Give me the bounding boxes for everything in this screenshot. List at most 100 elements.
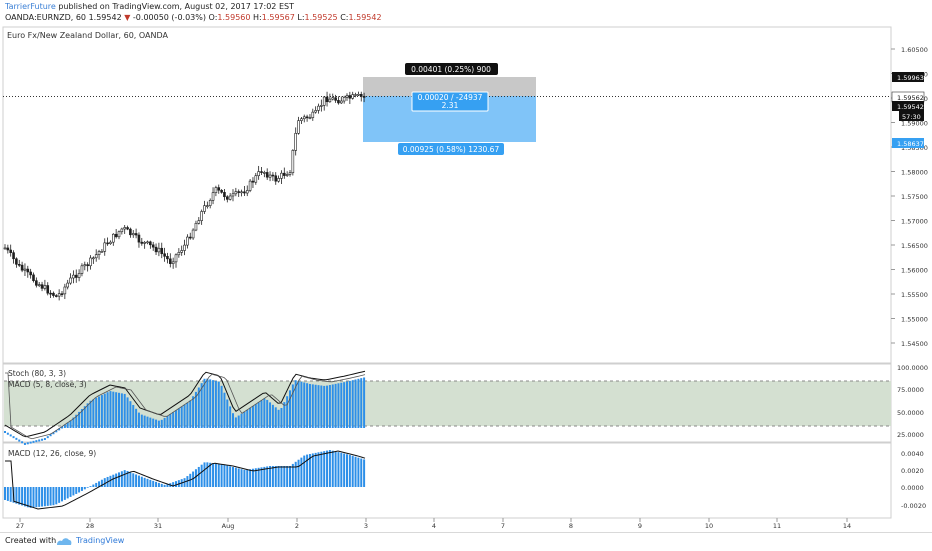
macd-hist-bar [163, 484, 166, 487]
macd-hist-bar [115, 473, 118, 487]
author-link[interactable]: TarrierFuture [5, 2, 56, 11]
macd-hist-bar [32, 487, 35, 508]
macd-hist-bar [112, 474, 115, 487]
date-tick: 7 [501, 522, 505, 530]
candle-body [274, 175, 278, 182]
stoch-hist-bar [49, 434, 52, 437]
macd-hist-bar [143, 477, 146, 487]
candle-body [134, 233, 138, 236]
candle-body [6, 247, 10, 251]
candle-body [23, 268, 27, 271]
stoch-hist-bar [269, 402, 272, 428]
stoch-hist-bar [197, 387, 200, 428]
chart-canvas[interactable]: 1.605001.600001.595001.590001.585001.580… [0, 26, 932, 532]
stoch-hist-bar [254, 404, 257, 428]
macd-hist-bar [308, 454, 311, 487]
stoch-hist-bar [129, 401, 132, 428]
date-tick: 11 [773, 522, 781, 530]
candle-body [240, 191, 243, 194]
stoch-hist-bar [26, 442, 29, 445]
candle-body [35, 280, 38, 286]
macd-label[interactable]: MACD (12, 26, close, 9) [8, 449, 97, 458]
candle-body [231, 193, 235, 197]
candle-body [57, 293, 61, 297]
candle-body [166, 256, 169, 260]
stoch-hist-bar [337, 383, 340, 428]
candle-body [143, 242, 146, 244]
stoch-hist-bar [75, 414, 78, 428]
macd-fast-label[interactable]: MACD (5, 8, close, 3) [8, 380, 87, 389]
chart-title: Euro Fx/New Zealand Dollar, 60, OANDA [7, 31, 168, 40]
stoch-hist-bar [109, 391, 112, 428]
candle-body [40, 284, 44, 289]
candle-body [302, 116, 306, 120]
candle-body [17, 264, 21, 266]
stoch-hist-bar [297, 380, 300, 428]
stoch-label[interactable]: Stoch (80, 3, 3) [8, 369, 67, 378]
stoch-hist-bar [274, 407, 277, 428]
stoch-hist-bar [328, 385, 331, 428]
macd-hist-bar [246, 469, 249, 487]
macd-hist-bar [360, 458, 363, 487]
date-tick: 9 [638, 522, 642, 530]
stoch-hist-bar [220, 385, 223, 428]
stoch-hist-bar [103, 393, 106, 428]
stoch-hist-bar [306, 383, 309, 428]
stoch-hist-bar [157, 420, 160, 428]
macd-hist-bar [212, 463, 215, 487]
stoch-hist-bar [277, 409, 280, 428]
candle-body [66, 282, 69, 288]
stoch-hist-bar [18, 439, 21, 442]
stoch-hist-bar [29, 441, 32, 444]
candle-body [103, 242, 107, 252]
candle-body [77, 273, 81, 278]
candle-body [200, 211, 203, 221]
macd-pane[interactable] [2, 442, 892, 519]
macd-hist-bar [9, 487, 12, 502]
candle-body [234, 191, 238, 195]
date-tick: Aug [222, 522, 235, 530]
candle-body [92, 257, 95, 260]
candle-body [171, 261, 175, 264]
macd-hist-bar [18, 487, 21, 505]
macd-hist-bar [49, 487, 52, 506]
stop-price-badge [892, 138, 924, 148]
candle-body [46, 285, 50, 294]
macd-hist-bar [175, 481, 177, 487]
macd-hist-bar [109, 475, 112, 487]
stoch-hist-bar [360, 378, 363, 428]
stoch-tick: 25.0000 [897, 431, 924, 439]
macd-hist-bar [149, 479, 152, 487]
candle-body [237, 191, 240, 193]
macd-signal-line [5, 450, 366, 510]
macd-hist-bar [297, 459, 300, 487]
stoch-hist-bar [186, 402, 189, 428]
stoch-hist-bar [23, 442, 26, 445]
tradingview-brand-link[interactable]: TradingView [76, 536, 125, 545]
macd-hist-bar [100, 479, 103, 487]
mid-label-2: 2.31 [442, 101, 459, 110]
macd-hist-bar [277, 466, 280, 487]
candle-body [123, 227, 126, 230]
macd-hist-bar [354, 456, 357, 487]
target-zone[interactable] [363, 77, 536, 96]
candle-body [169, 258, 172, 264]
candle-body [317, 105, 320, 111]
macd-hist-bar [194, 469, 197, 487]
candle-body [183, 244, 186, 251]
price-tick: 1.58000 [901, 169, 928, 177]
macd-hist-bar [166, 484, 169, 487]
stoch-hist-bar [4, 431, 6, 433]
stoch-hist-bar [146, 416, 149, 428]
candle-body [359, 93, 363, 97]
candle-body [268, 174, 272, 178]
macd-hist-bar [38, 487, 41, 507]
stoch-hist-bar [340, 382, 343, 428]
macd-histogram [4, 450, 366, 510]
stoch-hist-bar [152, 418, 155, 428]
candle-body [15, 258, 18, 265]
stoch-hist-bar [200, 383, 203, 428]
stoch-hist-bar [363, 377, 366, 428]
candle-body [277, 178, 280, 182]
candle-body [12, 252, 15, 260]
